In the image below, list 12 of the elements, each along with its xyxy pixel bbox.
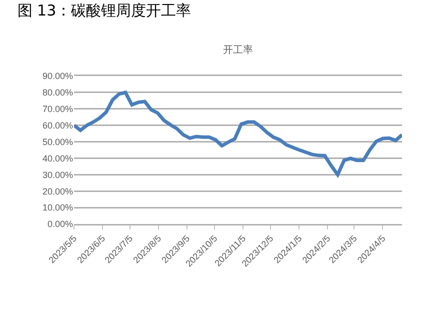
y-tick-label: 60.00%	[42, 120, 73, 130]
y-tick-label: 40.00%	[42, 153, 73, 164]
y-tick-label: 80.00%	[42, 88, 73, 98]
y-tick-label: 50.00%	[42, 136, 73, 147]
chart-title: 图 13：碳酸锂周度开工率	[17, 1, 192, 20]
y-tick-label: 90.00%	[42, 71, 73, 82]
y-tick-label: 30.00%	[42, 170, 73, 180]
y-tick-label: 0.00%	[47, 219, 73, 230]
y-tick-label: 10.00%	[42, 202, 73, 213]
y-tick-label: 70.00%	[42, 104, 73, 114]
chart-subtitle: 开工率	[223, 44, 253, 56]
y-tick-label: 20.00%	[42, 186, 73, 196]
